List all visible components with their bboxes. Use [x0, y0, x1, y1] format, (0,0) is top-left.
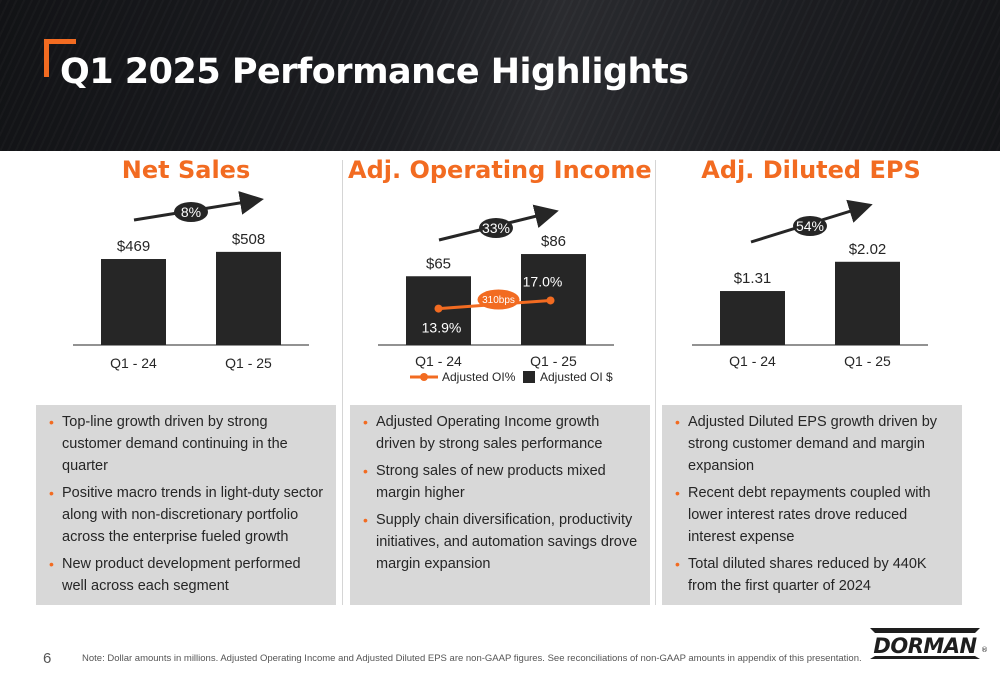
- bullet-item: Top-line growth driven by strong custome…: [49, 411, 324, 477]
- title-bracket-icon: [44, 39, 76, 77]
- legend-bar-swatch: [523, 371, 535, 383]
- bullet-item: Adjusted Operating Income growth driven …: [363, 411, 638, 455]
- footnote: Note: Dollar amounts in millions. Adjust…: [82, 653, 862, 664]
- bar: [216, 251, 281, 345]
- bar: [101, 259, 166, 345]
- bar-value-label: $469: [117, 238, 150, 255]
- category-tick-label: Q1 - 25: [530, 353, 577, 369]
- category-tick-label: Q1 - 24: [729, 353, 776, 369]
- net-sales-bullets: Top-line growth driven by strong custome…: [36, 405, 336, 605]
- column-divider: [342, 160, 343, 605]
- logo-top-stripe: [870, 628, 980, 633]
- adj-operating-income-title: Adj. Operating Income: [348, 156, 652, 184]
- category-tick-label: Q1 - 25: [225, 355, 272, 371]
- column-divider: [655, 160, 656, 605]
- category-tick-label: Q1 - 25: [844, 353, 891, 369]
- header-texture: [0, 0, 1000, 151]
- bar: [835, 261, 900, 345]
- growth-label: 33%: [482, 220, 510, 236]
- legend-bar-label: Adjusted OI $: [540, 370, 613, 384]
- net-sales-chart: $469 Q1 - 24 $508 Q1 - 25 8%: [73, 191, 309, 371]
- net-sales-title: Net Sales: [121, 156, 251, 184]
- adj-operating-income-bullets: Adjusted Operating Income growth driven …: [350, 405, 650, 605]
- growth-pill: [793, 216, 827, 236]
- bullet-item: Total diluted shares reduced by 440K fro…: [675, 553, 950, 597]
- bullet-item: Positive macro trends in light-duty sect…: [49, 482, 324, 548]
- adj-diluted-eps-bullets: Adjusted Diluted EPS growth driven by st…: [662, 405, 962, 605]
- header-banner: Q1 2025 Performance Highlights: [0, 0, 1000, 151]
- oi-percent-point: [546, 296, 555, 305]
- growth-label: 54%: [796, 218, 824, 234]
- legend-line-label: Adjusted OI%: [442, 370, 516, 384]
- bar: [720, 291, 785, 345]
- adj-diluted-eps-title: Adj. Diluted EPS: [701, 156, 921, 184]
- delta-label: 310bps: [482, 295, 515, 306]
- oi-percent-point: [434, 304, 443, 313]
- bar-value-label: $86: [541, 233, 566, 250]
- oi-percent-label: 13.9%: [422, 320, 462, 336]
- logo-wordmark: DORMAN: [873, 634, 977, 658]
- bullet-item: Strong sales of new products mixed margi…: [363, 460, 638, 504]
- growth-pill: [174, 202, 208, 222]
- adj-diluted-eps-chart: $1.31 Q1 - 24 $2.02 Q1 - 25 54%: [692, 199, 928, 369]
- logo-registered-mark: ®: [981, 646, 988, 654]
- bar-value-label: $508: [232, 231, 265, 248]
- page-title: Q1 2025 Performance Highlights: [60, 52, 689, 92]
- legend-line-marker: [420, 373, 428, 381]
- bullet-item: Adjusted Diluted EPS growth driven by st…: [675, 411, 950, 477]
- growth-pill: [479, 218, 513, 238]
- delta-pill: [477, 289, 520, 310]
- logo-bottom-stripe: [870, 656, 980, 659]
- bullet-item: New product development performed well a…: [49, 553, 324, 597]
- bar-value-label: $1.31: [734, 270, 772, 287]
- bar-value-label: $65: [426, 255, 451, 272]
- adj-operating-income-chart: $65 Q1 - 24 $86 Q1 - 25 33% 13.9% 17.0% 310bps A…: [378, 204, 614, 384]
- page-number: 6: [43, 650, 52, 667]
- bullet-item: Supply chain diversification, productivi…: [363, 509, 638, 575]
- bar-value-label: $2.02: [849, 241, 887, 258]
- category-tick-label: Q1 - 24: [110, 355, 157, 371]
- category-tick-label: Q1 - 24: [415, 353, 462, 369]
- oi-percent-label: 17.0%: [523, 273, 563, 289]
- bullet-item: Recent debt repayments coupled with lowe…: [675, 482, 950, 548]
- growth-label: 8%: [181, 204, 201, 220]
- dorman-logo: DORMAN ®: [870, 628, 988, 659]
